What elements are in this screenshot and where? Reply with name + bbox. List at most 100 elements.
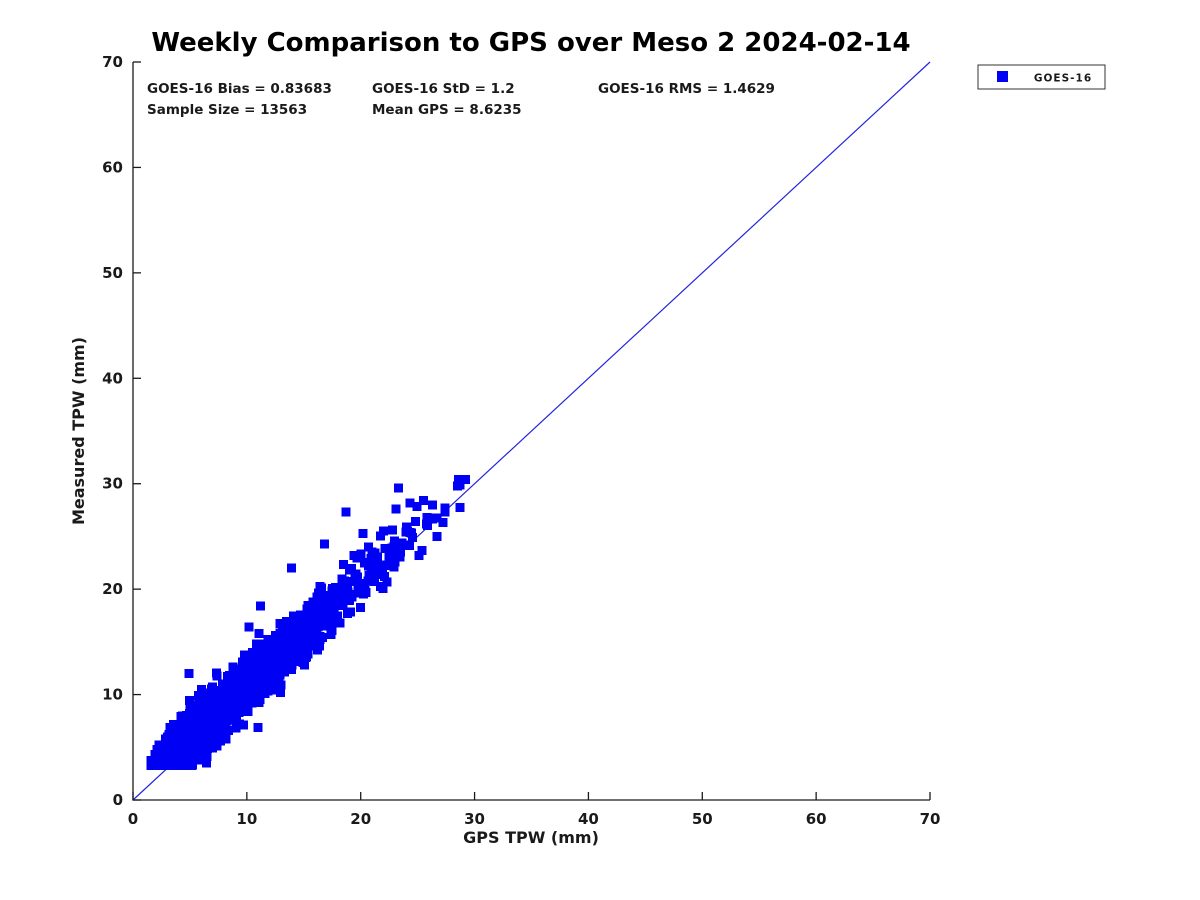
scatter-point <box>334 599 344 609</box>
scatter-point <box>330 593 340 603</box>
scatter-point <box>239 662 249 672</box>
scatter-point <box>263 686 273 696</box>
scatter-point <box>232 716 242 726</box>
scatter-point <box>206 741 216 751</box>
scatter-point <box>410 517 420 527</box>
scatter-point <box>182 721 192 731</box>
chart-title: Weekly Comparison to GPS over Meso 2 202… <box>151 28 910 58</box>
x-tick-label: 10 <box>236 810 257 828</box>
scatter-point <box>204 698 214 708</box>
stat-mean-gps: Mean GPS = 8.6235 <box>372 102 522 118</box>
scatter-point <box>195 713 205 723</box>
scatter-point <box>249 686 259 696</box>
scatter-point <box>181 710 191 720</box>
scatter-point <box>296 623 305 633</box>
scatter-point <box>279 630 289 640</box>
scatter-point <box>289 611 299 621</box>
scatter-point <box>256 601 265 611</box>
scatter-point <box>231 710 240 720</box>
scatter-point <box>301 643 310 653</box>
scatter-point <box>360 581 370 591</box>
scatter-point <box>286 627 296 637</box>
stats-annotations: GOES-16 Bias = 0.83683 GOES-16 StD = 1.2… <box>147 81 775 118</box>
scatter-point <box>257 640 267 650</box>
scatter-point <box>389 542 399 552</box>
scatter-point <box>220 710 230 720</box>
scatter-point <box>319 539 329 549</box>
scatter-point <box>172 734 182 744</box>
scatter-point <box>377 560 387 570</box>
scatter-point <box>304 605 314 615</box>
scatter-point <box>365 558 375 567</box>
scatter-point <box>232 681 242 690</box>
scatter-point <box>270 671 280 681</box>
scatter-point <box>414 550 424 560</box>
scatter-point <box>283 621 293 631</box>
scatter-series-goes16 <box>146 475 470 771</box>
scatter-point <box>173 761 183 771</box>
scatter-point <box>371 557 381 567</box>
scatter-point <box>412 502 422 512</box>
scatter-point <box>440 507 450 517</box>
scatter-point <box>275 619 285 628</box>
scatter-point <box>233 664 243 674</box>
scatter-point <box>212 741 222 751</box>
scatter-point <box>390 557 400 567</box>
scatter-point <box>324 596 334 606</box>
scatter-point <box>184 669 194 678</box>
scatter-point <box>288 636 298 646</box>
scatter-point <box>256 658 266 668</box>
scatter-point <box>276 687 286 697</box>
scatter-point <box>300 653 310 662</box>
scatter-point <box>197 685 206 695</box>
scatter-point <box>177 747 187 757</box>
scatter-point <box>317 611 327 621</box>
scatter-point <box>228 696 238 706</box>
scatter-point <box>218 704 228 714</box>
scatter-point <box>248 647 257 657</box>
scatter-point <box>276 680 286 690</box>
scatter-point <box>423 521 433 531</box>
scatter-point <box>237 707 247 717</box>
scatter-point <box>193 731 203 741</box>
scatter-point <box>277 667 287 677</box>
stat-bias: GOES-16 Bias = 0.83683 <box>147 81 332 97</box>
scatter-point <box>380 544 390 553</box>
scatter-point <box>273 638 282 648</box>
scatter-point <box>319 616 328 626</box>
y-tick-labels: 0 10 20 30 40 50 60 70 <box>102 53 123 809</box>
scatter-point <box>427 500 437 510</box>
scatter-point <box>395 552 405 562</box>
scatter-point <box>315 581 325 591</box>
scatter-point <box>352 572 362 582</box>
scatter-point <box>335 618 345 628</box>
y-tick-marks <box>133 61 141 801</box>
scatter-point <box>297 615 307 625</box>
y-tick-label: 10 <box>102 686 123 704</box>
y-tick-label: 40 <box>102 369 123 387</box>
scatter-point <box>417 545 427 555</box>
scatter-point <box>318 602 328 612</box>
scatter-point <box>225 711 235 721</box>
scatter-point <box>405 498 415 508</box>
scatter-point <box>263 635 273 645</box>
scatter-point <box>300 623 310 633</box>
scatter-point <box>288 645 298 655</box>
scatter-point <box>316 588 326 598</box>
scatter-point <box>244 622 254 632</box>
scatter-point <box>182 727 192 737</box>
scatter-point <box>389 551 399 561</box>
scatter-point <box>209 712 219 722</box>
scatter-point <box>203 703 213 713</box>
x-tick-label: 70 <box>920 810 941 828</box>
y-tick-label: 20 <box>102 580 123 598</box>
scatter-point <box>297 635 307 645</box>
scatter-point <box>210 725 220 735</box>
scatter-point <box>307 611 317 620</box>
scatter-point <box>279 647 289 657</box>
scatter-point <box>360 558 370 568</box>
x-axis-label: GPS TPW (mm) <box>463 828 599 847</box>
x-tick-label: 30 <box>464 810 485 828</box>
scatter-point <box>242 669 252 679</box>
